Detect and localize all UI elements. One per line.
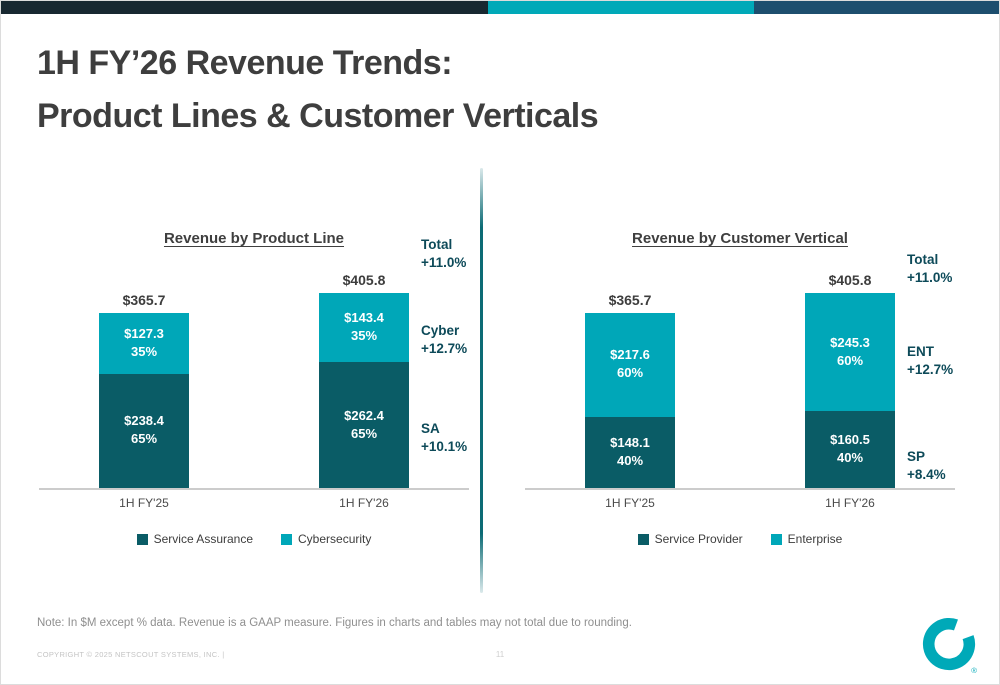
growth-label: Total: [421, 237, 453, 252]
growth-label: ENT: [907, 344, 934, 359]
bar-total-label: $405.8: [342, 272, 386, 289]
segment-value: $143.4: [344, 310, 384, 326]
bar-segment-service-provider: $148.1 40%: [585, 416, 675, 488]
segment-value: $262.4: [344, 407, 384, 423]
bar-group-1h-fy25: $365.7 $217.6 60% $148.1 40%: [585, 292, 675, 488]
segment-pct: 40%: [836, 450, 864, 465]
legend-swatch: [770, 533, 782, 545]
growth-value: +12.7%: [907, 361, 954, 377]
plot-area: $365.7 $217.6 60% $148.1 40% $405.8: [525, 249, 955, 490]
segment-value: $148.1: [610, 435, 650, 451]
bar-segment-service-assurance: $262.4 65%: [319, 362, 409, 488]
legend-item-enterprise: Enterprise: [770, 532, 843, 546]
legend: Service Provider Enterprise: [525, 532, 955, 546]
page-number: 11: [495, 650, 505, 659]
segment-pct: 65%: [350, 425, 378, 441]
growth-sp: SP +8.4%: [907, 448, 946, 483]
stacked-bar: $127.3 35% $238.4 65%: [99, 312, 189, 488]
footnote: Note: In $M except % data. Revenue is a …: [37, 617, 632, 629]
x-axis-labels: 1H FY'25 1H FY'26: [39, 496, 469, 510]
segment-pct: 60%: [836, 352, 864, 368]
legend-swatch: [136, 533, 148, 545]
x-axis-label: 1H FY'25: [119, 496, 169, 510]
copyright-text: COPYRIGHT © 2025 NETSCOUT SYSTEMS, INC. …: [37, 650, 225, 659]
legend-label: Service Assurance: [153, 532, 254, 546]
chart-revenue-by-customer-vertical: Revenue by Customer Vertical $365.7 $217…: [525, 230, 995, 546]
stacked-bar: $245.3 60% $160.5 40%: [805, 293, 895, 488]
page-title-line-1: 1H FY’26 Revenue Trends:: [37, 44, 453, 82]
segment-value: $238.4: [124, 413, 164, 429]
growth-value: +11.0%: [907, 269, 953, 285]
growth-value: +11.0%: [421, 254, 467, 270]
bar-total-label: $405.8: [828, 272, 872, 289]
bar-segment-service-provider: $160.5 40%: [805, 411, 895, 488]
growth-value: +12.7%: [421, 340, 468, 356]
netscout-logo: ®: [922, 617, 977, 675]
registered-mark: ®: [971, 666, 977, 675]
segment-value: $245.3: [830, 334, 870, 350]
legend-label: Enterprise: [787, 532, 843, 546]
segment-pct: 40%: [616, 452, 644, 468]
bar-group-1h-fy26: $405.8 $245.3 60% $160.5 40%: [805, 272, 895, 488]
bar-total-label: $365.7: [608, 291, 652, 308]
legend-swatch: [281, 533, 293, 545]
segment-value: $160.5: [830, 432, 870, 448]
growth-total: Total +11.0%: [907, 251, 952, 286]
page-title-line-2: Product Lines & Customer Verticals: [37, 96, 599, 135]
bar-segment-service-assurance: $238.4 65%: [99, 373, 189, 488]
legend-item-service-assurance: Service Assurance: [136, 532, 254, 546]
legend-item-service-provider: Service Provider: [637, 532, 743, 546]
segment-value: $127.3: [124, 325, 164, 341]
x-axis-labels: 1H FY'25 1H FY'26: [525, 496, 955, 510]
bar-group-1h-fy26: $405.8 $143.4 35% $262.4 65%: [319, 272, 409, 488]
growth-ent: ENT +12.7%: [907, 343, 953, 378]
legend-label: Cybersecurity: [298, 532, 372, 546]
growth-label: Total: [907, 252, 939, 267]
segment-pct: 35%: [350, 328, 378, 344]
growth-value: +8.4%: [907, 466, 946, 482]
bar-segment-cybersecurity: $143.4 35%: [319, 293, 409, 362]
growth-label: SA: [421, 421, 440, 436]
bar-segment-enterprise: $217.6 60%: [585, 312, 675, 417]
top-bar-segment-teal: [488, 1, 755, 14]
x-axis-label: 1H FY'26: [339, 496, 389, 510]
bar-total-label: $365.7: [122, 291, 166, 308]
x-axis-label: 1H FY'26: [825, 496, 875, 510]
legend: Service Assurance Cybersecurity: [39, 532, 469, 546]
page-title: 1H FY’26 Revenue Trends: Product Lines &…: [37, 37, 599, 142]
stacked-bar: $217.6 60% $148.1 40%: [585, 312, 675, 488]
growth-cyber: Cyber +12.7%: [421, 322, 467, 357]
chart-title: Revenue by Customer Vertical: [632, 230, 848, 247]
chart-title: Revenue by Product Line: [163, 230, 345, 247]
top-bar-segment-dark: [1, 1, 489, 14]
legend-label: Service Provider: [654, 532, 743, 546]
stacked-bar: $143.4 35% $262.4 65%: [319, 293, 409, 488]
growth-label: Cyber: [421, 323, 460, 338]
growth-total: Total +11.0%: [421, 236, 466, 271]
chart-revenue-by-product-line: Revenue by Product Line $365.7 $127.3 35…: [39, 230, 509, 546]
segment-value: $217.6: [610, 347, 650, 363]
legend-item-cybersecurity: Cybersecurity: [281, 532, 371, 546]
x-axis-label: 1H FY'25: [605, 496, 655, 510]
segment-pct: 65%: [130, 431, 158, 447]
plot-area: $365.7 $127.3 35% $238.4 65% $405.8: [39, 249, 469, 490]
growth-label: SP: [907, 449, 926, 464]
growth-value: +10.1%: [421, 438, 468, 454]
growth-sa: SA +10.1%: [421, 420, 467, 455]
vertical-divider: [480, 168, 483, 593]
segment-pct: 60%: [616, 365, 644, 381]
bar-segment-enterprise: $245.3 60%: [805, 293, 895, 411]
top-bar-segment-blue: [754, 1, 999, 14]
bar-segment-cybersecurity: $127.3 35%: [99, 312, 189, 374]
bar-group-1h-fy25: $365.7 $127.3 35% $238.4 65%: [99, 292, 189, 488]
legend-swatch: [637, 533, 649, 545]
top-accent-bar: [1, 1, 999, 14]
segment-pct: 35%: [130, 343, 158, 359]
